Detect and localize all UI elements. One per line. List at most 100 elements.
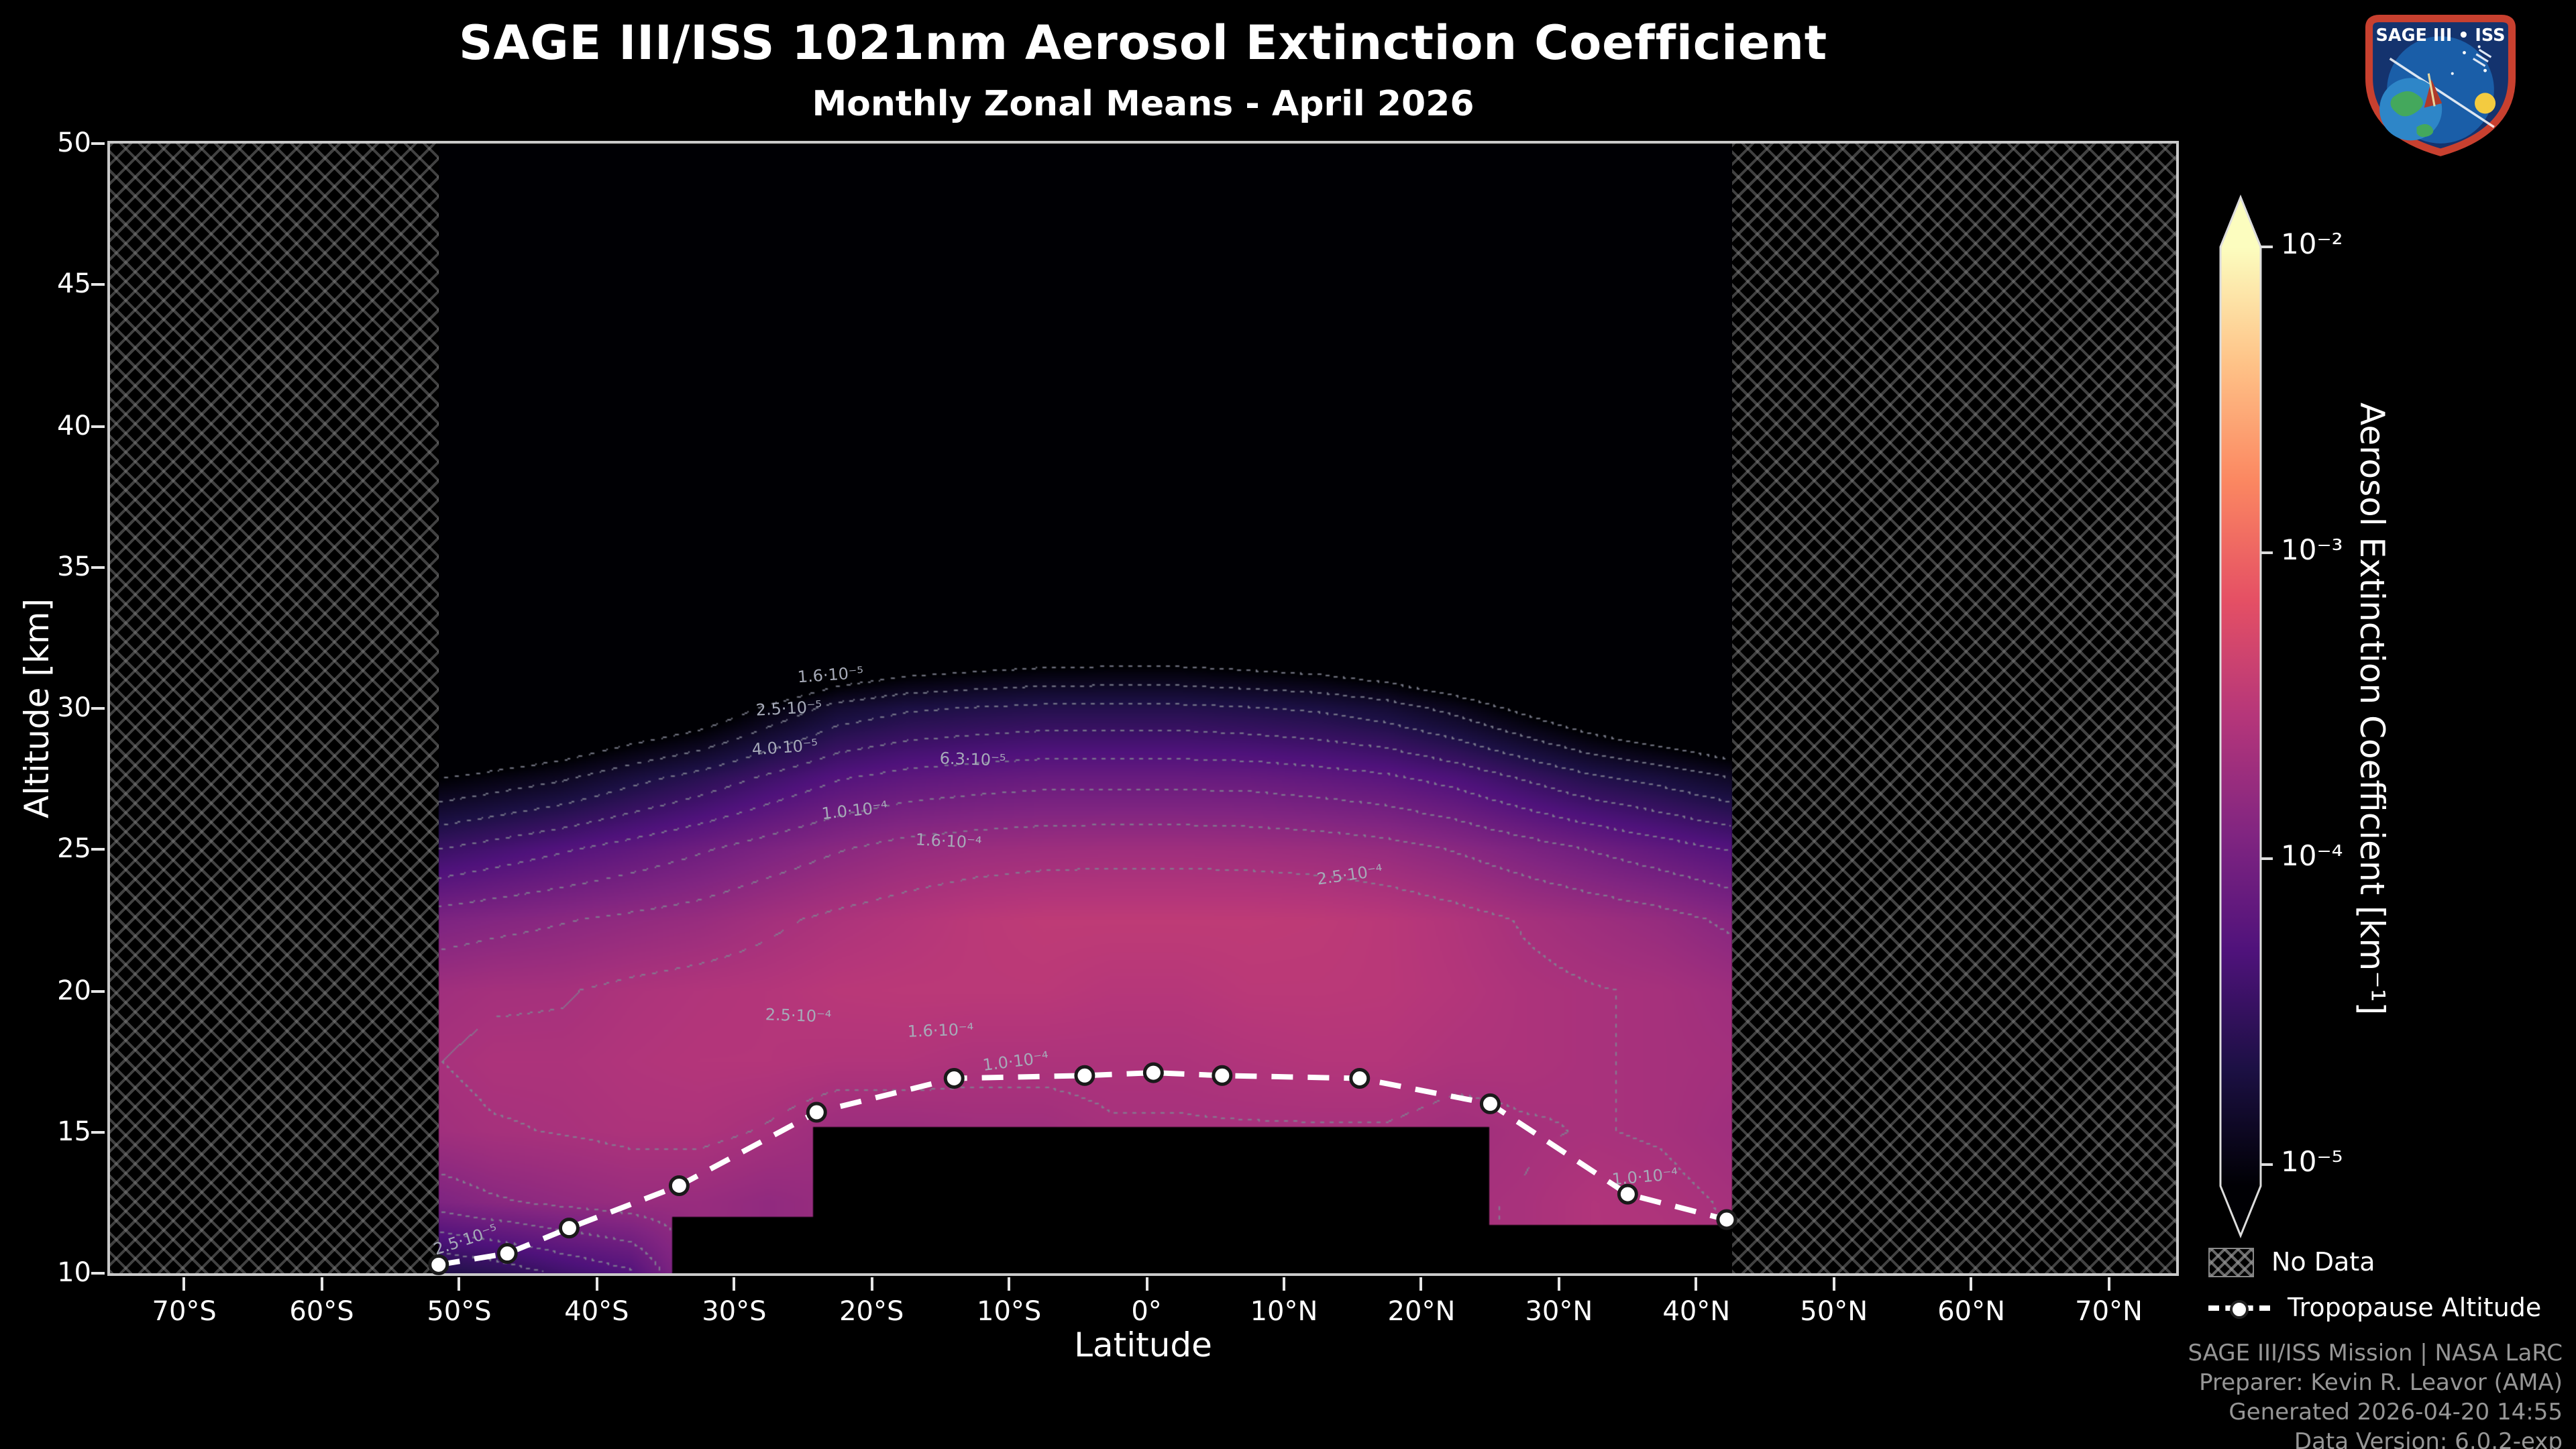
x-tick-label: 50°S bbox=[427, 1295, 492, 1327]
x-tick-mark bbox=[320, 1277, 323, 1291]
patch-star bbox=[2451, 72, 2454, 75]
tropopause-marker bbox=[943, 1068, 965, 1089]
y-tick-label: 25 bbox=[57, 832, 91, 865]
y-tick-mark bbox=[91, 283, 105, 286]
tropopause-marker bbox=[806, 1102, 827, 1123]
y-tick-mark bbox=[91, 1272, 105, 1275]
patch-star bbox=[2463, 51, 2466, 54]
colorbar-tick-mark bbox=[2261, 1163, 2273, 1166]
earth-land bbox=[2416, 123, 2434, 138]
footer-credits: SAGE III/ISS Mission | NASA LaRC Prepare… bbox=[2188, 1339, 2563, 1449]
tropopause-marker bbox=[1212, 1065, 1233, 1086]
x-tick-label: 40°N bbox=[1662, 1295, 1731, 1327]
footer-data-version: Data Version: 6.0.2-exp bbox=[2294, 1429, 2563, 1449]
patch-title: SAGE III • ISS bbox=[2376, 25, 2506, 46]
patch-star bbox=[2477, 45, 2481, 48]
y-axis-label: Altitude [km] bbox=[17, 598, 56, 818]
tropopause-line bbox=[438, 1070, 1727, 1268]
y-tick-mark bbox=[91, 142, 105, 145]
x-tick-label: 20°S bbox=[839, 1295, 904, 1327]
sun-icon bbox=[2475, 93, 2496, 114]
x-tick-mark bbox=[1283, 1277, 1286, 1291]
x-tick-mark bbox=[733, 1277, 736, 1291]
page-subtitle: Monthly Zonal Means - April 2026 bbox=[812, 85, 1474, 125]
x-tick-mark bbox=[1970, 1277, 1973, 1291]
y-tick-label: 40 bbox=[57, 409, 91, 441]
x-tick-mark bbox=[458, 1277, 461, 1291]
patch-star bbox=[2483, 68, 2487, 72]
tropopause-marker bbox=[1142, 1062, 1164, 1083]
x-tick-mark bbox=[1145, 1277, 1148, 1291]
colorbar-bar bbox=[2219, 195, 2262, 1238]
page-title: SAGE III/ISS 1021nm Aerosol Extinction C… bbox=[459, 17, 1827, 71]
tropopause-line-layer bbox=[428, 1062, 1737, 1275]
x-tick-label: 70°N bbox=[2075, 1295, 2143, 1327]
x-tick-mark bbox=[870, 1277, 873, 1291]
colorbar-tick-mark bbox=[2261, 246, 2273, 248]
colorbar-tick-label: 10⁻⁴ bbox=[2281, 840, 2343, 872]
tropopause-marker-icon bbox=[2230, 1300, 2249, 1319]
tropopause-marker bbox=[1617, 1183, 1638, 1205]
colorbar-tick-mark bbox=[2261, 857, 2273, 860]
y-tick-mark bbox=[91, 425, 105, 427]
x-tick-label: 70°S bbox=[152, 1295, 217, 1327]
colorbar-tick-label: 10⁻³ bbox=[2281, 534, 2343, 566]
footer-generated: Generated 2026-04-20 14:55 bbox=[2229, 1399, 2563, 1426]
x-tick-label: 10°S bbox=[977, 1295, 1042, 1327]
y-tick-label: 20 bbox=[57, 973, 91, 1006]
no-data-region-right bbox=[1732, 144, 2176, 1273]
sage-iss-mission-patch: SAGE III • ISS bbox=[2365, 14, 2516, 156]
figure-staff bbox=[2427, 73, 2436, 107]
y-tick-label: 45 bbox=[57, 267, 91, 300]
footer-preparer: Preparer: Kevin R. Leavor (AMA) bbox=[2199, 1370, 2563, 1397]
y-tick-label: 15 bbox=[57, 1114, 91, 1147]
colorbar-tick-mark bbox=[2261, 551, 2273, 554]
colorbar-label-wrap: Aerosol Extinction Coefficient [km⁻¹] bbox=[2345, 144, 2399, 1273]
colorbar-label: Aerosol Extinction Coefficient [km⁻¹] bbox=[2353, 402, 2392, 1015]
tropopause-marker bbox=[496, 1243, 518, 1265]
no-data-swatch-icon bbox=[2208, 1248, 2254, 1277]
x-tick-mark bbox=[1832, 1277, 1835, 1291]
legend: No Data Tropopause Altitude bbox=[2208, 1248, 2541, 1339]
x-tick-label: 30°N bbox=[1525, 1295, 1593, 1327]
x-tick-mark bbox=[1695, 1277, 1698, 1291]
tropopause-marker bbox=[1716, 1209, 1737, 1230]
legend-no-data-row: No Data bbox=[2208, 1248, 2541, 1277]
no-data-region-left bbox=[110, 144, 439, 1273]
tropopause-marker bbox=[1479, 1093, 1501, 1114]
x-tick-label: 10°N bbox=[1250, 1295, 1318, 1327]
tropopause-marker bbox=[668, 1175, 690, 1196]
y-tick-mark bbox=[91, 566, 105, 569]
legend-no-data-label: No Data bbox=[2271, 1248, 2375, 1277]
y-tick-label: 50 bbox=[57, 126, 91, 158]
footer-mission: SAGE III/ISS Mission | NASA LaRC bbox=[2188, 1340, 2563, 1367]
x-tick-mark bbox=[182, 1277, 186, 1291]
y-tick-label: 35 bbox=[57, 549, 91, 582]
tropopause-marker bbox=[1349, 1068, 1371, 1089]
y-tick-mark bbox=[91, 707, 105, 710]
tropopause-marker bbox=[428, 1254, 449, 1275]
x-tick-label: 0° bbox=[1131, 1295, 1162, 1327]
colorbar-tick-label: 10⁻⁵ bbox=[2281, 1146, 2343, 1178]
plot-area: 1.6·10⁻⁵ 2.5·10⁻⁵ 4.0·10⁻⁵ 6.3·10⁻⁵ 1.0·10⁻⁴… bbox=[57, 126, 2179, 1327]
tropopause-marker bbox=[1074, 1065, 1095, 1086]
y-tick-mark bbox=[91, 1130, 105, 1134]
x-tick-mark bbox=[2107, 1277, 2110, 1291]
y-tick-label: 30 bbox=[57, 691, 91, 723]
earth-land bbox=[2390, 91, 2423, 117]
y-tick-label: 10 bbox=[57, 1256, 91, 1288]
x-axis-label: Latitude bbox=[1074, 1326, 1212, 1364]
colorbar bbox=[2219, 195, 2262, 1238]
x-tick-label: 30°S bbox=[702, 1295, 767, 1327]
legend-tropopause-row: Tropopause Altitude bbox=[2208, 1293, 2541, 1323]
x-tick-mark bbox=[1419, 1277, 1423, 1291]
x-tick-label: 60°N bbox=[1937, 1295, 2006, 1327]
x-tick-label: 40°S bbox=[564, 1295, 629, 1327]
colorbar-tick-label: 10⁻² bbox=[2281, 228, 2343, 260]
y-tick-mark bbox=[91, 848, 105, 851]
x-tick-label: 60°S bbox=[289, 1295, 354, 1327]
tropopause-line-icon bbox=[2208, 1300, 2270, 1319]
patch-orbit-line bbox=[2389, 57, 2495, 128]
x-tick-mark bbox=[595, 1277, 598, 1291]
